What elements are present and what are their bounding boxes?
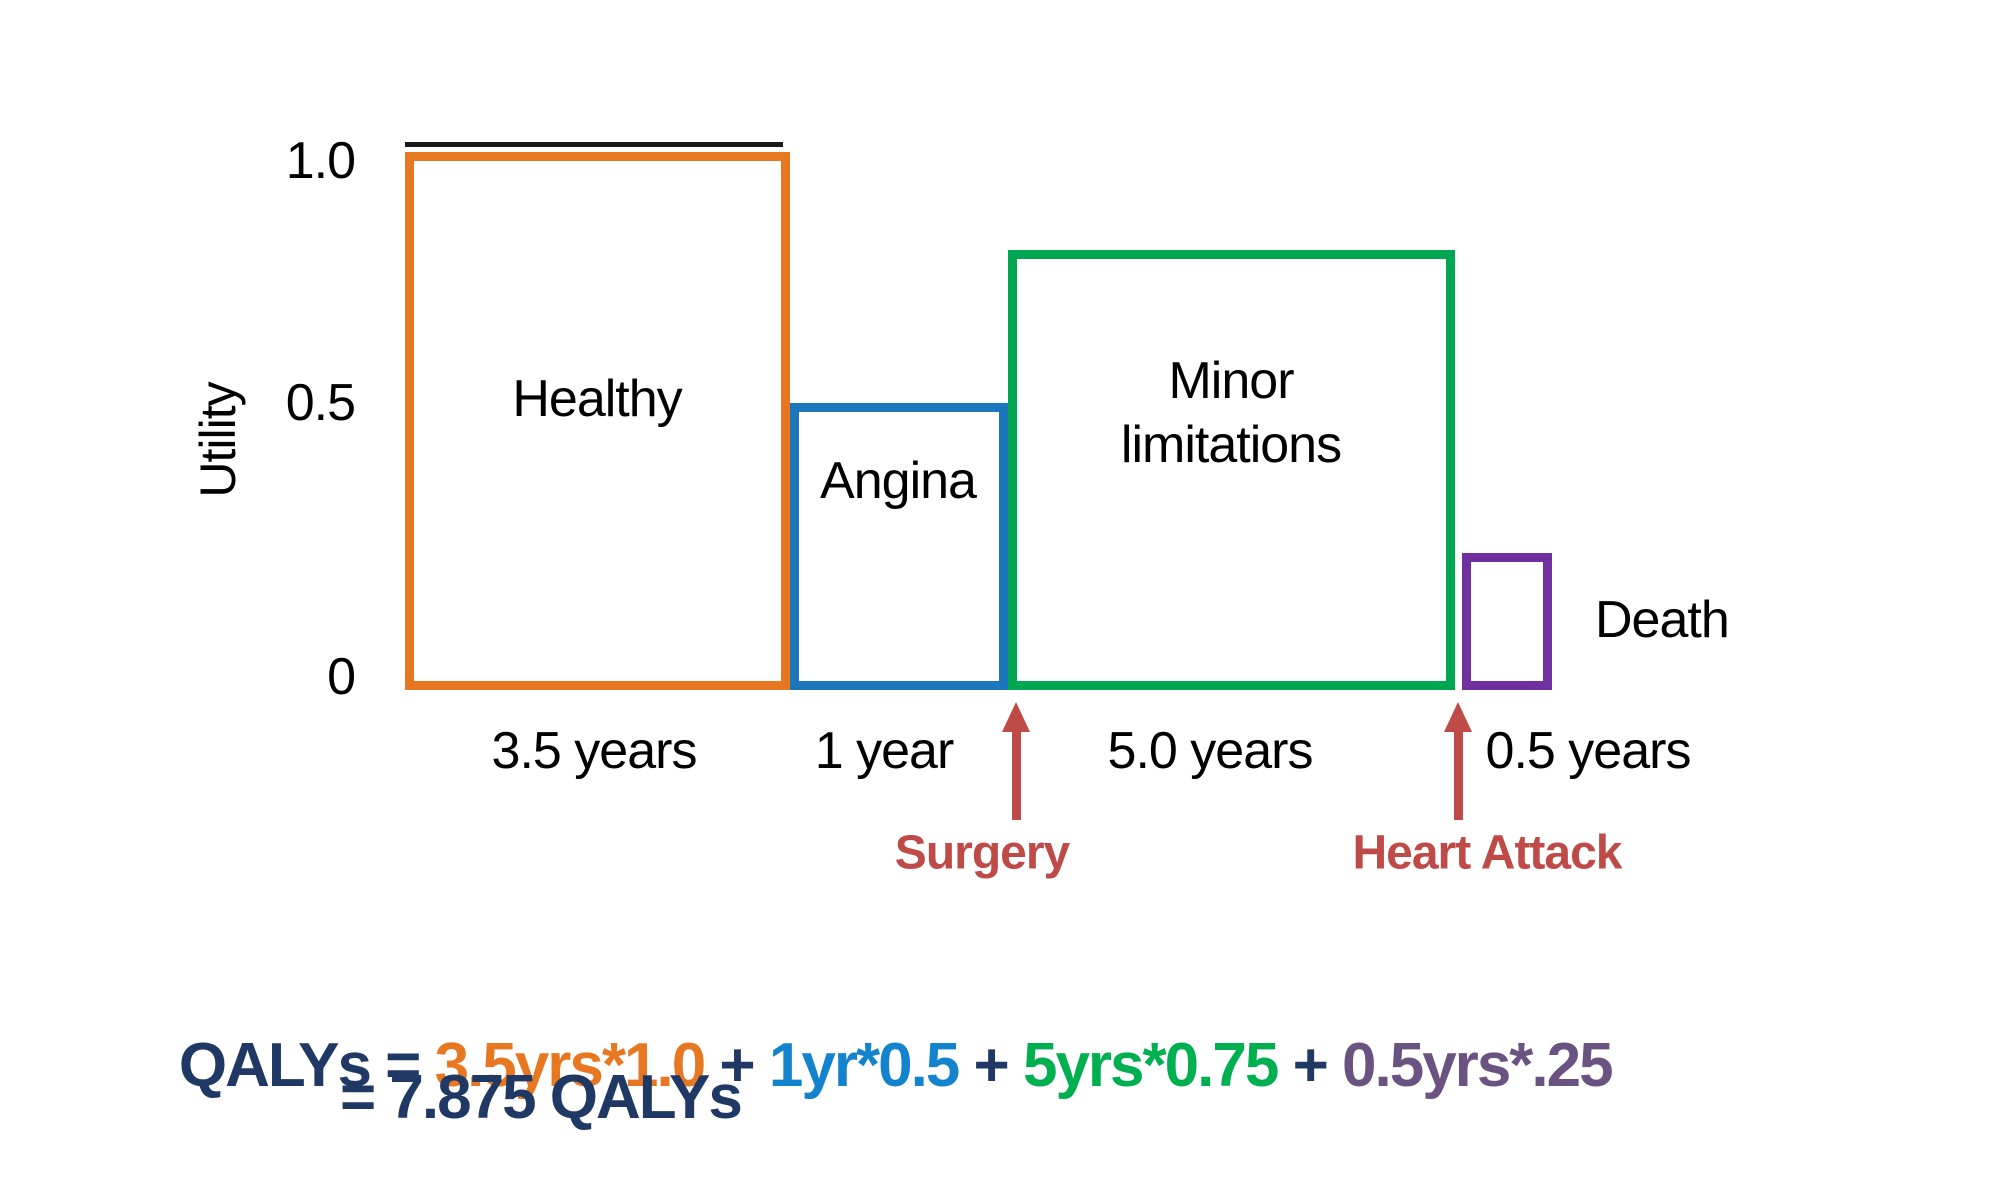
heart-attack-arrow-icon [1444,702,1472,732]
duration-label-minor-limitations: 5.0 years [1107,722,1314,780]
formula-segment-qalys-eq: QALYs = [178,1031,435,1100]
death-box [1462,553,1552,690]
duration-label-angina: 1 year [814,722,955,780]
death-box-label: Death [1595,591,1730,649]
heart-attack-label: Heart Attack [1352,826,1623,880]
surgery-arrow-shaft [1012,730,1021,820]
healthy-box-label: Healthy [512,370,682,428]
qaly-formula-line2: = 7.875 QALYs [340,1063,743,1132]
surgery-label: Surgery [894,826,1070,880]
angina-box-label: Angina [820,452,977,510]
y-tick-0.5: 0.5 [285,374,356,432]
formula-segment-angina-term: 1yr*0.5 [768,1031,960,1100]
formula-segment-death-term: 0.5yrs*.25 [1342,1031,1614,1100]
formula-segment-plus-1: + [704,1031,769,1100]
duration-label-death: 0.5 years [1485,722,1692,780]
healthy-box [405,152,790,690]
y-tick-0: 0 [327,648,356,706]
duration-label-healthy: 3.5 years [491,722,698,780]
formula-segment-minor-limitations-term: 5yrs*0.75 [1022,1031,1279,1100]
qaly-formula-line1: QALYs = 3.5yrs*1.0 + 1yr*0.5 + 5yrs*0.75… [118,955,1614,1177]
formula-segment-plus-2: + [958,1031,1023,1100]
utility-1.0-top-line [405,142,783,147]
angina-box [790,403,1008,690]
heart-attack-arrow-shaft [1454,730,1463,820]
y-tick-1.0: 1.0 [285,132,356,190]
surgery-arrow-icon [1002,702,1030,732]
minor-limitations-box-label: Minor limitations [1120,352,1342,474]
formula-segment-plus-3: + [1277,1031,1343,1100]
formula-segment-healthy-term: 3.5yrs*1.0 [434,1031,707,1100]
minor-limitations-box [1008,250,1455,690]
